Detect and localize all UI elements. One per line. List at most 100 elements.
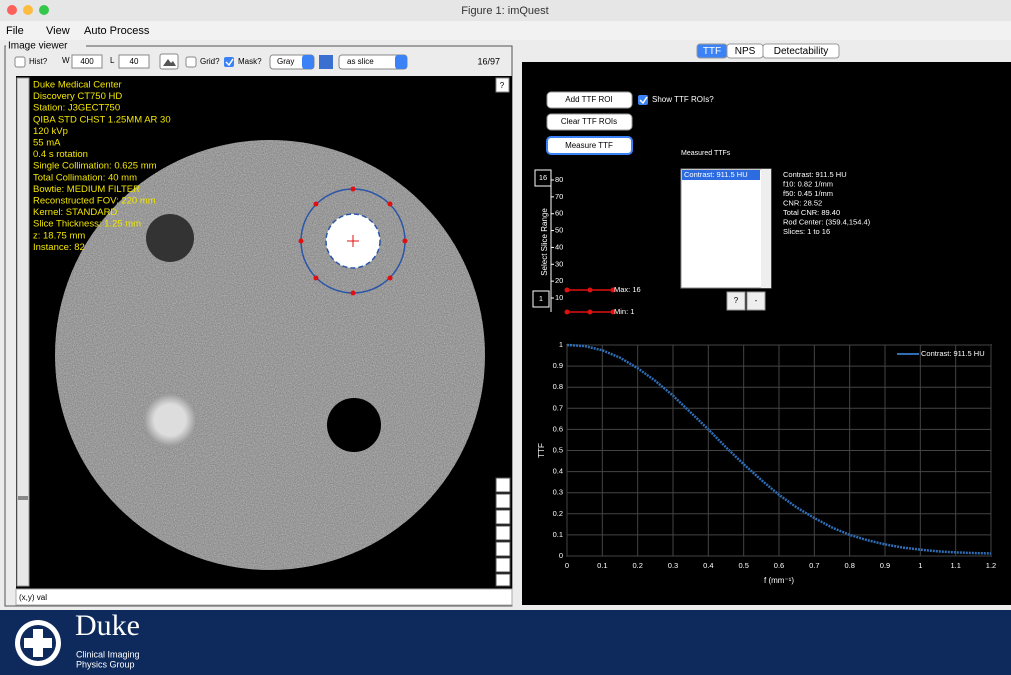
menu-item[interactable]: Auto Process xyxy=(84,25,150,37)
l-value: 40 xyxy=(130,57,139,66)
x-tick-label: 0.4 xyxy=(703,561,713,570)
list-button-label: ? xyxy=(734,296,739,305)
list-scrollbar[interactable] xyxy=(761,169,771,288)
menu-bar xyxy=(0,21,1011,40)
slice-tick-label: 40 xyxy=(555,242,563,251)
status-bar xyxy=(16,589,512,605)
slice-mode-value: as slice xyxy=(347,57,374,66)
x-tick-label: 1.1 xyxy=(950,561,960,570)
minimize-button[interactable] xyxy=(23,5,33,15)
slice-tick-label: 60 xyxy=(555,209,563,218)
dicom-info: QIBA STD CHST 1.25MM AR 30 xyxy=(33,114,171,125)
ttf-stat: Slices: 1 to 16 xyxy=(783,227,830,236)
grid-label: Grid? xyxy=(200,57,220,66)
close-button[interactable] xyxy=(7,5,17,15)
hist-checkbox[interactable] xyxy=(15,57,25,67)
scroll-thumb[interactable] xyxy=(18,496,28,500)
ttf-stat: Contrast: 911.5 HU xyxy=(783,170,847,179)
x-tick-label: 0.7 xyxy=(809,561,819,570)
min-slice-value: 1 xyxy=(539,294,543,303)
status-text: (x,y) val xyxy=(19,593,47,602)
y-tick-label: 0.6 xyxy=(553,424,563,433)
slice-tick-label: 30 xyxy=(555,259,563,268)
tool-palette[interactable] xyxy=(496,478,510,586)
x-tick-label: 1 xyxy=(918,561,922,570)
slider-handle[interactable] xyxy=(588,310,593,315)
y-tick-label: 0.1 xyxy=(553,530,563,539)
select-arrow xyxy=(395,55,407,69)
save-button[interactable] xyxy=(319,55,333,69)
x-tick-label: 0.2 xyxy=(632,561,642,570)
x-tick-label: 0.3 xyxy=(668,561,678,570)
footer-banner xyxy=(0,610,1011,675)
slice-tick-label: 50 xyxy=(555,226,563,235)
dicom-info: Duke Medical Center xyxy=(33,80,122,91)
legend-label: Contrast: 911.5 HU xyxy=(921,349,985,358)
list-item: Contrast: 911.5 HU xyxy=(684,170,748,179)
menu-item[interactable]: View xyxy=(46,25,70,37)
insert-air xyxy=(327,398,381,452)
l-label: L xyxy=(110,56,115,65)
min-slice-label: Min: 1 xyxy=(614,307,634,316)
panel-title: Image viewer xyxy=(8,41,68,52)
dicom-info: Bowtie: MEDIUM FILTER xyxy=(33,184,140,195)
y-tick-label: 0.7 xyxy=(553,403,563,412)
x-tick-label: 0.5 xyxy=(738,561,748,570)
measured-title: Measured TTFs xyxy=(681,150,731,157)
ttf-stat: Rod Center: (359.4,154.4) xyxy=(783,217,871,226)
list-button-label: - xyxy=(755,296,758,305)
tab-label: NPS xyxy=(735,46,756,57)
insert-dark xyxy=(146,214,194,262)
slice-tick-label: 70 xyxy=(555,192,563,201)
zoom-button[interactable] xyxy=(39,5,49,15)
y-tick-label: 0.8 xyxy=(553,382,563,391)
dicom-info: Instance: 82 xyxy=(33,242,85,253)
slider-handle[interactable] xyxy=(588,288,593,293)
y-tick-label: 0.2 xyxy=(553,509,563,518)
insert-light xyxy=(144,394,196,446)
x-tick-label: 0 xyxy=(565,561,569,570)
select-arrow xyxy=(302,55,314,69)
tab-label: TTF xyxy=(703,46,721,57)
dicom-info: Discovery CT750 HD xyxy=(33,91,122,102)
ttf-list[interactable] xyxy=(681,169,771,288)
window-title: Figure 1: imQuest xyxy=(461,5,548,17)
dicom-info: 120 kVp xyxy=(33,126,68,137)
dicom-info: Total Collimation: 40 mm xyxy=(33,172,137,183)
dicom-info: z: 18.75 mm xyxy=(33,230,85,241)
ttf-stat: f50: 0.45 1/mm xyxy=(783,189,833,198)
grid-checkbox[interactable] xyxy=(186,57,196,67)
y-tick-label: 0.5 xyxy=(553,445,563,454)
slice-range-label: Select Slice Range xyxy=(540,208,549,276)
ttf-stat: CNR: 28.52 xyxy=(783,198,822,207)
dicom-info: Single Collimation: 0.625 mm xyxy=(33,161,157,172)
x-tick-label: 1.2 xyxy=(986,561,996,570)
ttf-stat: f10: 0.82 1/mm xyxy=(783,179,833,188)
hist-label: Hist? xyxy=(29,57,48,66)
slider-handle[interactable] xyxy=(565,310,570,315)
dicom-info: Station: J3GECT750 xyxy=(33,103,120,114)
measure-label: Measure TTF xyxy=(565,141,613,150)
x-tick-label: 0.1 xyxy=(597,561,607,570)
show-rois-label: Show TTF ROIs? xyxy=(652,95,714,104)
slice-scrollbar[interactable] xyxy=(17,78,29,586)
add-roi-label: Add TTF ROI xyxy=(565,95,612,104)
max-slice-value: 16 xyxy=(539,173,547,182)
menu-item[interactable]: File xyxy=(6,25,24,37)
dicom-info: 55 mA xyxy=(33,138,61,149)
dicom-info: Reconstructed FOV: 220 mm xyxy=(33,196,156,207)
logo-name: Duke xyxy=(75,609,140,642)
y-tick-label: 0.4 xyxy=(553,467,563,476)
slice-tick-label: 80 xyxy=(555,175,563,184)
w-value: 400 xyxy=(80,57,94,66)
y-axis-label: TTF xyxy=(537,443,546,458)
logo-line2: Physics Group xyxy=(76,659,135,669)
y-tick-label: 1 xyxy=(559,340,563,349)
clear-rois-label: Clear TTF ROIs xyxy=(561,117,617,126)
x-tick-label: 0.8 xyxy=(844,561,854,570)
help-label: ? xyxy=(500,81,505,90)
slider-handle[interactable] xyxy=(565,288,570,293)
colormap-value: Gray xyxy=(277,57,294,66)
y-tick-label: 0.3 xyxy=(553,488,563,497)
slice-index: 16/97 xyxy=(477,56,500,66)
